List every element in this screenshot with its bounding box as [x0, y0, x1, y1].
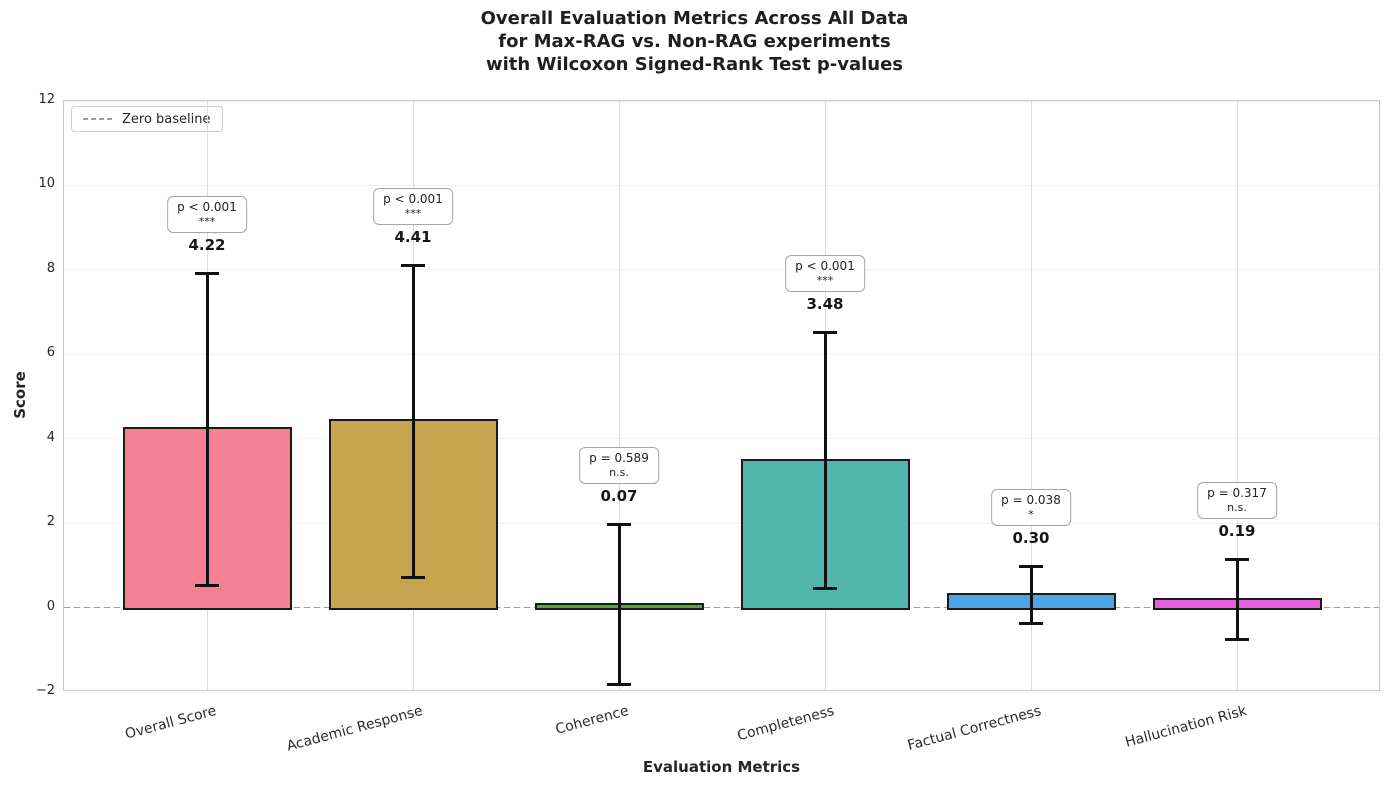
gridline-horizontal	[64, 353, 1379, 355]
value-label-coherence: 0.07	[600, 487, 638, 506]
error-cap-top	[1225, 557, 1249, 561]
p-value-annotation-academic-response: p < 0.001 ***	[373, 188, 453, 226]
y-tick-label-8: 8	[46, 260, 55, 276]
value-label-completeness: 3.48	[806, 294, 844, 313]
value-label-academic-response: 4.41	[394, 228, 432, 247]
gridline-horizontal	[64, 100, 1379, 102]
significance-text: ***	[816, 273, 834, 287]
error-bar-coherence	[617, 524, 621, 685]
significance-text: n.s.	[1227, 500, 1247, 514]
p-value-text: p = 0.038	[1001, 493, 1061, 508]
p-value-text: p = 0.589	[589, 451, 649, 466]
gridline-vertical	[618, 101, 620, 690]
gridline-horizontal	[64, 184, 1379, 186]
gridline-horizontal	[64, 269, 1379, 271]
y-tick-label-4: 4	[46, 429, 55, 445]
x-tick-label-factual-correctness: Factual Correctness	[905, 702, 1043, 755]
x-tick-label-hallucination-risk: Hallucination Risk	[1123, 702, 1249, 751]
zero-baseline-dash-icon	[83, 118, 113, 120]
gridline-horizontal	[64, 522, 1379, 524]
error-bar-overall-score	[205, 273, 209, 586]
x-axis-label: Evaluation Metrics	[642, 758, 801, 776]
x-tick-label-academic-response: Academic Response	[284, 702, 425, 755]
y-axis-label: Score	[11, 371, 29, 419]
significance-text: ***	[404, 207, 422, 221]
error-cap-bottom	[607, 682, 631, 686]
y-tick-label-2: 2	[46, 514, 55, 530]
p-value-annotation-hallucination-risk: p = 0.317 n.s.	[1197, 481, 1277, 519]
p-value-annotation-completeness: p < 0.001 ***	[785, 254, 865, 292]
error-cap-top	[813, 330, 837, 334]
p-value-text: p < 0.001	[383, 192, 443, 207]
value-label-factual-correctness: 0.30	[1012, 529, 1050, 548]
x-tick-label-completeness: Completeness	[736, 702, 837, 745]
gridline-vertical	[1030, 101, 1032, 690]
error-cap-top	[195, 272, 219, 276]
significance-text: n.s.	[609, 466, 629, 480]
zero-baseline-line	[64, 606, 1379, 609]
error-cap-bottom	[813, 587, 837, 591]
error-cap-top	[607, 523, 631, 527]
error-bar-completeness	[823, 331, 827, 590]
p-value-annotation-overall-score: p < 0.001 ***	[167, 196, 247, 234]
x-tick-label-coherence: Coherence	[553, 702, 631, 738]
y-tick-label-0: 0	[46, 598, 55, 614]
significance-text: ***	[198, 215, 216, 229]
p-value-annotation-factual-correctness: p = 0.038 *	[991, 489, 1071, 527]
chart-title: Overall Evaluation Metrics Across All Da…	[480, 8, 909, 75]
error-cap-bottom	[401, 575, 425, 579]
error-cap-bottom	[1225, 638, 1249, 642]
legend: Zero baseline	[71, 106, 223, 132]
error-cap-top	[1019, 565, 1043, 569]
plot-area: Zero baseline 4.22 p < 0.001 *** 4.41 p < 0.…	[63, 100, 1380, 693]
y-tick-label-12: 12	[38, 92, 55, 107]
error-cap-bottom	[195, 583, 219, 587]
error-cap-bottom	[1019, 621, 1043, 625]
gridline-horizontal	[64, 691, 1379, 693]
x-tick-label-overall-score: Overall Score	[123, 702, 219, 743]
error-bar-academic-response	[411, 265, 415, 578]
p-value-text: p < 0.001	[177, 200, 237, 215]
value-label-overall-score: 4.22	[188, 236, 226, 255]
p-value-text: p < 0.001	[795, 258, 855, 273]
y-tick-label--2: −2	[35, 683, 55, 698]
gridline-horizontal	[64, 438, 1379, 440]
error-bar-factual-correctness	[1029, 566, 1033, 624]
error-cap-top	[401, 264, 425, 268]
value-label-hallucination-risk: 0.19	[1218, 521, 1256, 540]
y-tick-label-6: 6	[46, 345, 55, 361]
p-value-annotation-coherence: p = 0.589 n.s.	[579, 447, 659, 485]
y-tick-label-10: 10	[38, 176, 55, 192]
gridline-vertical	[1236, 101, 1238, 690]
legend-label: Zero baseline	[122, 111, 211, 127]
significance-text: *	[1028, 508, 1034, 522]
p-value-text: p = 0.317	[1207, 485, 1267, 500]
error-bar-hallucination-risk	[1235, 558, 1239, 641]
